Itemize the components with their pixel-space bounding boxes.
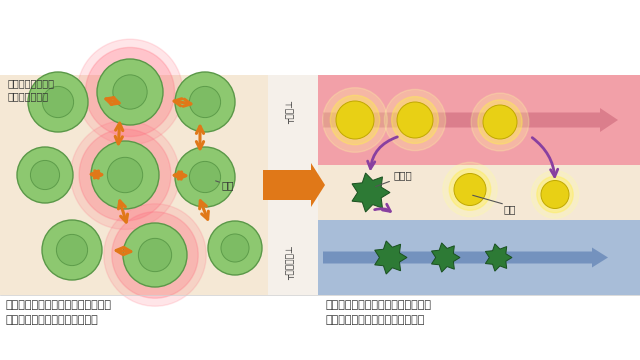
Circle shape	[91, 141, 159, 209]
Text: ┬血管⊥: ┬血管⊥	[287, 100, 296, 124]
Circle shape	[28, 72, 88, 132]
Circle shape	[330, 95, 380, 145]
Circle shape	[70, 121, 179, 229]
Circle shape	[175, 147, 235, 207]
Circle shape	[449, 169, 491, 210]
Circle shape	[31, 161, 60, 190]
Circle shape	[138, 238, 172, 272]
Bar	[318, 165, 640, 220]
Text: 細胞: 細胞	[222, 180, 234, 190]
FancyArrow shape	[323, 108, 618, 132]
Text: ┬リンパ管⊥: ┬リンパ管⊥	[287, 245, 296, 280]
Text: 超音波の振動により細胞同士が衝突
し、微量の摩擦熱が発生する。: 超音波の振動により細胞同士が衝突 し、微量の摩擦熱が発生する。	[5, 300, 111, 325]
Polygon shape	[485, 244, 512, 271]
Circle shape	[208, 221, 262, 275]
Circle shape	[385, 89, 445, 150]
Polygon shape	[374, 241, 407, 274]
Circle shape	[42, 220, 102, 280]
Polygon shape	[431, 243, 460, 272]
Circle shape	[478, 100, 522, 144]
Circle shape	[17, 147, 73, 203]
Circle shape	[483, 105, 517, 139]
Circle shape	[56, 234, 88, 266]
Circle shape	[104, 204, 206, 306]
Circle shape	[189, 86, 221, 118]
Circle shape	[97, 59, 163, 125]
FancyArrow shape	[323, 248, 608, 267]
Circle shape	[112, 212, 198, 298]
Circle shape	[42, 86, 74, 118]
Circle shape	[113, 75, 147, 109]
Circle shape	[79, 129, 171, 221]
Circle shape	[454, 174, 486, 206]
Bar	[0, 75, 268, 295]
Circle shape	[471, 93, 529, 151]
Circle shape	[537, 176, 573, 213]
Circle shape	[108, 157, 143, 193]
Circle shape	[541, 180, 569, 208]
Circle shape	[77, 39, 183, 145]
Bar	[318, 220, 640, 295]
FancyArrow shape	[263, 163, 325, 207]
Circle shape	[323, 88, 387, 152]
Circle shape	[221, 234, 249, 262]
Circle shape	[397, 102, 433, 138]
Bar	[268, 75, 318, 295]
Circle shape	[392, 96, 438, 143]
Text: 細胞の衝突により
発生する摩擦熱: 細胞の衝突により 発生する摩擦熱	[8, 78, 55, 101]
Bar	[318, 75, 640, 165]
Circle shape	[531, 171, 579, 218]
Text: 老廃物: 老廃物	[393, 171, 412, 180]
Circle shape	[86, 48, 175, 136]
Circle shape	[443, 162, 497, 217]
Circle shape	[175, 72, 235, 132]
Circle shape	[189, 161, 221, 193]
Circle shape	[123, 223, 187, 287]
Circle shape	[336, 101, 374, 139]
Text: 熱が発生すると血流やリンパ液の流
れが良くなり、代謝を促進する。: 熱が発生すると血流やリンパ液の流 れが良くなり、代謝を促進する。	[325, 300, 431, 325]
Polygon shape	[352, 173, 390, 212]
Text: 栄養: 栄養	[504, 204, 516, 215]
